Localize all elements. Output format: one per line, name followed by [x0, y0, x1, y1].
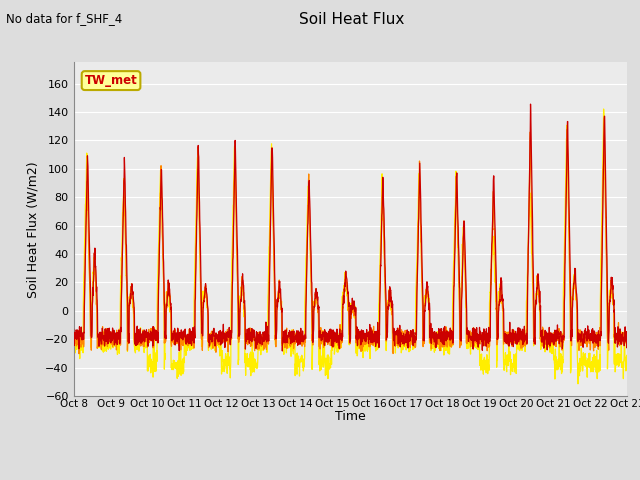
Y-axis label: Soil Heat Flux (W/m2): Soil Heat Flux (W/m2) [27, 161, 40, 298]
Text: Soil Heat Flux: Soil Heat Flux [300, 12, 404, 27]
X-axis label: Time: Time [335, 410, 366, 423]
Text: TW_met: TW_met [84, 74, 138, 87]
Legend: SHF_1, SHF_2, SHF_3: SHF_1, SHF_2, SHF_3 [207, 473, 494, 480]
Text: No data for f_SHF_4: No data for f_SHF_4 [6, 12, 123, 25]
